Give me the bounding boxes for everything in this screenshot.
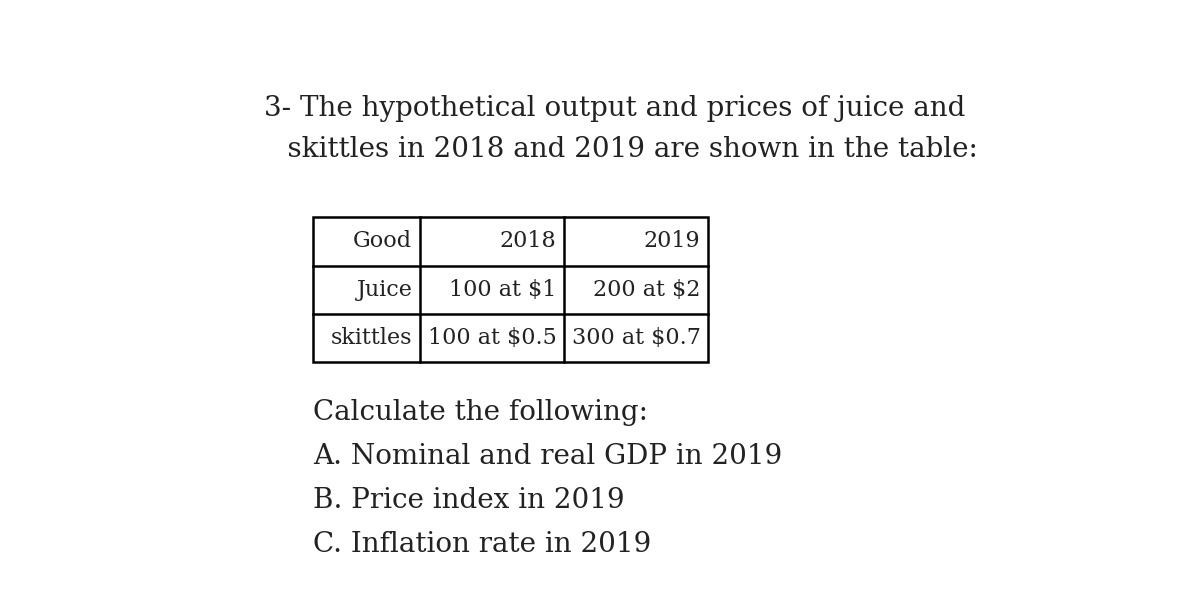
Text: C. Inflation rate in 2019: C. Inflation rate in 2019	[313, 531, 650, 558]
Text: B. Price index in 2019: B. Price index in 2019	[313, 487, 624, 514]
Text: Calculate the following:: Calculate the following:	[313, 400, 648, 426]
Text: 2018: 2018	[499, 231, 557, 252]
Text: skittles in 2018 and 2019 are shown in the table:: skittles in 2018 and 2019 are shown in t…	[252, 137, 978, 164]
Text: skittles: skittles	[331, 327, 413, 349]
Text: 100 at $1: 100 at $1	[449, 279, 557, 301]
Text: 300 at $0.7: 300 at $0.7	[571, 327, 701, 349]
Text: 3- The hypothetical output and prices of juice and: 3- The hypothetical output and prices of…	[264, 95, 966, 122]
Text: 100 at $0.5: 100 at $0.5	[427, 327, 557, 349]
Text: A. Nominal and real GDP in 2019: A. Nominal and real GDP in 2019	[313, 443, 782, 470]
Bar	[313, 217, 708, 362]
Text: Good: Good	[353, 231, 413, 252]
Text: 200 at $2: 200 at $2	[593, 279, 701, 301]
Text: Juice: Juice	[356, 279, 413, 301]
Text: 2019: 2019	[644, 231, 701, 252]
